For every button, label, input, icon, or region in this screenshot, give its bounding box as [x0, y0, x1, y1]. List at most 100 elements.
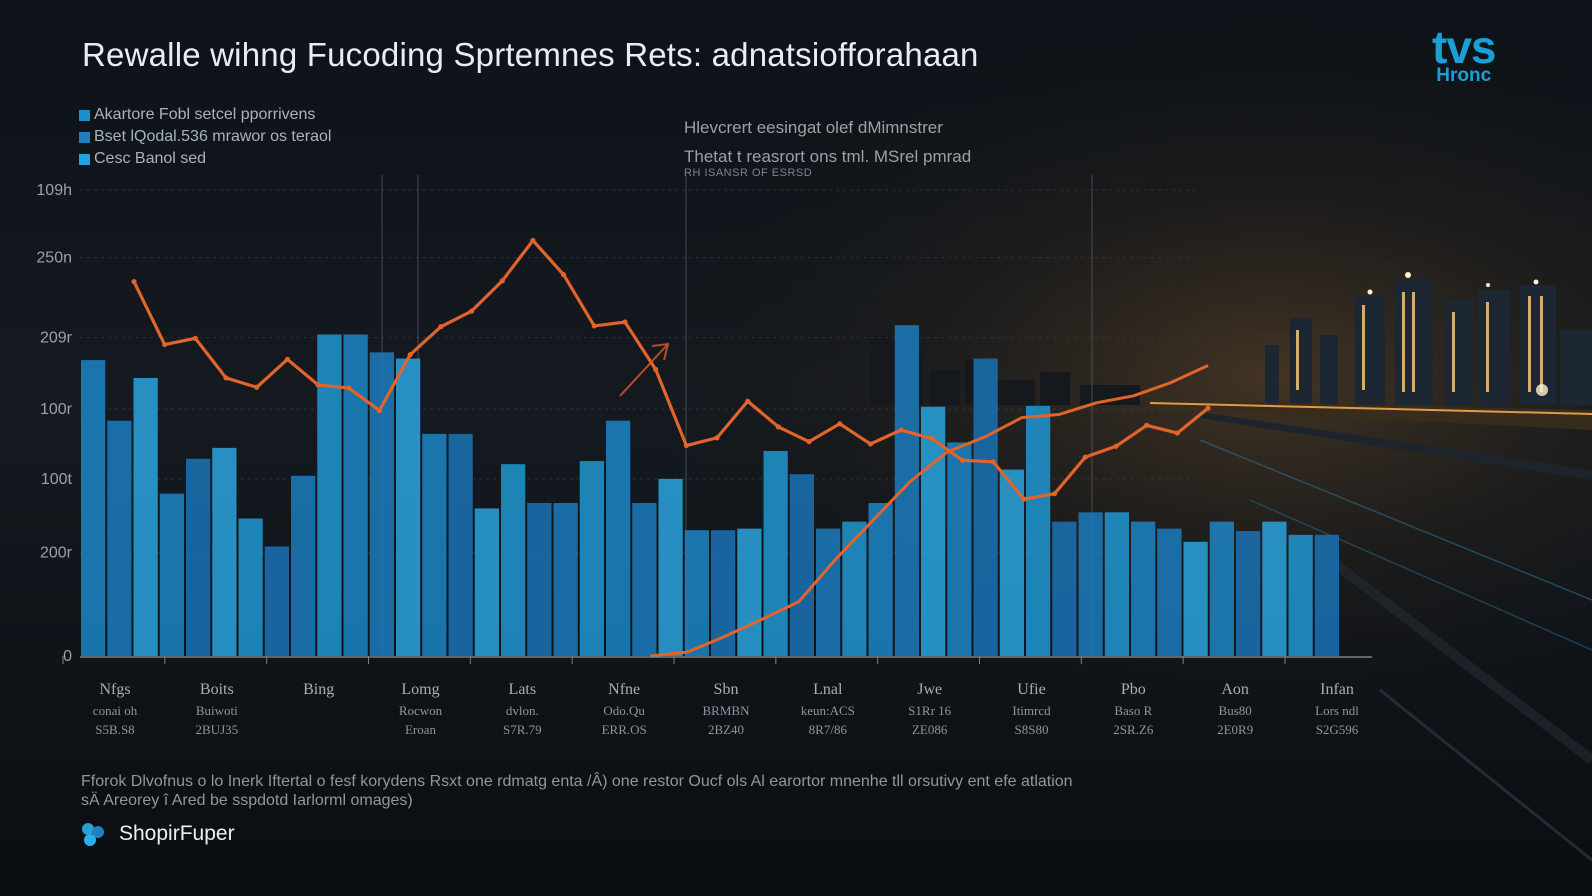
x-tick-sublabel: Baso R: [1114, 703, 1152, 718]
trend-point: [775, 424, 782, 430]
bar: [291, 475, 316, 656]
bar: [81, 360, 106, 656]
bar: [894, 325, 919, 656]
brand-logo-main: tvs: [1432, 21, 1496, 73]
bar: [816, 528, 841, 656]
legend-swatch: [79, 131, 90, 143]
trend-point: [530, 237, 536, 244]
bar: [212, 447, 237, 656]
trend-point: [959, 457, 966, 463]
x-tick-label: Lnal: [813, 681, 843, 698]
bar: [1157, 528, 1182, 656]
bar: [159, 493, 184, 656]
x-tick-sublabel: S1Rr 16: [908, 703, 951, 718]
legend-label: Akartore Fobl setcel pporrivens: [94, 106, 316, 123]
x-tick-sublabel: 2BUJ35: [196, 722, 239, 737]
trend-point: [683, 442, 689, 449]
x-tick-label: Sbn: [714, 681, 739, 698]
trend-point: [162, 341, 168, 348]
trend-point: [867, 441, 874, 447]
x-tick-sublabel: conai oh: [93, 703, 138, 718]
y-tick-label: 100t: [41, 471, 73, 488]
bar: [973, 358, 998, 656]
legend-swatch: [79, 109, 90, 121]
footnote: Fforok Dlvofnus o lo Inerk Iftertal o fe…: [81, 772, 1073, 810]
x-tick-sublabel: 2BZ40: [708, 722, 744, 737]
x-tick-sublabel: 8R7/86: [809, 722, 848, 737]
legend-label: Bset lQodal.536 mrawor os teraol: [94, 128, 332, 145]
shopify-like-icon: [82, 823, 104, 846]
bar: [868, 502, 893, 656]
legend-swatch: [79, 153, 90, 165]
x-tick-sublabel: Eroan: [405, 722, 437, 737]
trend-point: [315, 382, 321, 388]
bar: [947, 442, 972, 656]
trend-line: [132, 238, 1210, 501]
x-tick-label: Nfne: [608, 681, 640, 698]
trend-point: [1051, 491, 1058, 497]
bar: [632, 502, 657, 656]
bar: [553, 502, 578, 656]
bar: [107, 420, 132, 656]
bar: [1262, 521, 1287, 656]
footer-logo-text: ShopirFuper: [119, 822, 235, 845]
trend-point: [1144, 422, 1150, 428]
x-tick-label: Lomg: [401, 681, 439, 698]
bar: [1236, 530, 1261, 656]
y-tick-label: 200r: [40, 545, 73, 562]
bar: [448, 433, 473, 656]
trend-point: [468, 308, 475, 314]
trend-point: [254, 384, 260, 390]
x-tick-label: Ufie: [1017, 681, 1045, 698]
footnote-line-1: Fforok Dlvofnus o lo Inerk Iftertal o fe…: [81, 773, 1073, 790]
trend-point: [376, 407, 383, 414]
bar: [1183, 541, 1208, 656]
x-tick-sublabel: Odo.Qu: [603, 703, 645, 718]
trend-point: [1205, 405, 1211, 411]
x-axis: Nfgs conai oh S5B.S8 Boits Buiwoti 2BUJ35 Bing…: [62, 656, 1372, 737]
trend-point: [1082, 454, 1088, 460]
trend-point: [223, 375, 229, 381]
y-tick-label: 0: [63, 648, 72, 665]
bar: [921, 406, 946, 656]
chart-legend: Akartore Fobl setcel pporrivens Bset lQo…: [79, 104, 331, 170]
bar: [1026, 405, 1051, 656]
footnote-line-2: sÄ Areorey î Ared be sspdotd Iarlorml om…: [81, 792, 413, 809]
bar: [264, 546, 289, 656]
x-tick-label: Jwe: [917, 681, 942, 698]
trend-point: [990, 459, 996, 465]
x-tick-sublabel: BRMBN: [703, 703, 751, 718]
bar: [1209, 521, 1234, 656]
trend-point: [1021, 496, 1027, 502]
legend-item: Cesc Banol sed: [79, 148, 331, 170]
trend-point: [653, 366, 659, 373]
x-tick-sublabel: Itimrcd: [1012, 703, 1051, 718]
trend-point: [407, 352, 413, 358]
legend-item: Bset lQodal.536 mrawor os teraol: [79, 126, 331, 148]
brand-logo-sub: Hronc: [1436, 65, 1492, 86]
x-tick-sublabel: ZE086: [912, 722, 948, 737]
trend-point: [131, 279, 137, 285]
bar: [1314, 534, 1339, 656]
trend-point: [745, 398, 751, 404]
bar: [369, 352, 394, 656]
bar: [842, 521, 867, 656]
trend-point: [591, 323, 597, 329]
x-tick-sublabel: 2E0R9: [1217, 722, 1253, 737]
trend-point: [192, 335, 198, 341]
bar: [606, 420, 631, 656]
footer-logo: ShopirFuper: [79, 820, 235, 848]
bar: [501, 464, 526, 656]
trend-point: [929, 435, 935, 442]
x-tick-sublabel: ERR.OS: [602, 722, 647, 737]
trend-point: [438, 324, 444, 330]
x-tick-sublabel: Rocwon: [399, 703, 443, 718]
y-tick-label: 100r: [40, 401, 73, 418]
chart-annotation: Hlevcrert eesingat olef dMimnstrer Theta…: [684, 118, 971, 179]
bar: [422, 433, 447, 656]
bar: [238, 518, 263, 656]
bar: [579, 461, 604, 656]
trend-point: [714, 435, 720, 441]
